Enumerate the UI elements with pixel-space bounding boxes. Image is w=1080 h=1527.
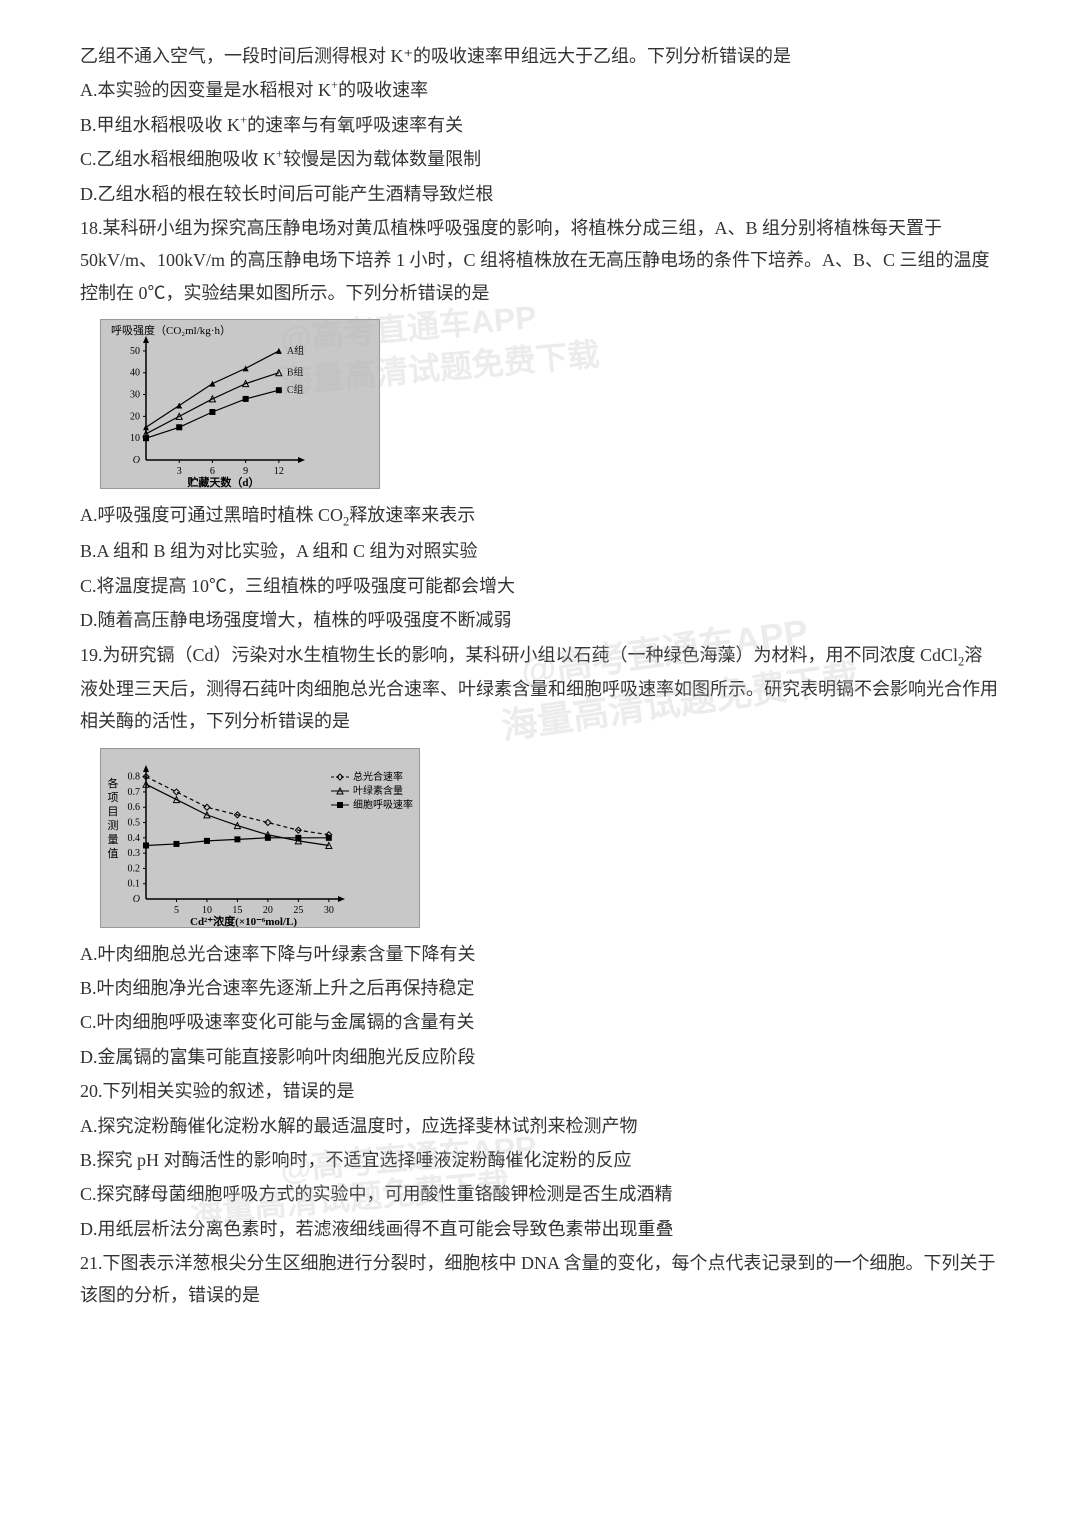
svg-text:20: 20 — [263, 905, 273, 916]
svg-text:0.1: 0.1 — [128, 878, 141, 889]
svg-text:C组: C组 — [287, 383, 304, 396]
svg-text:值: 值 — [108, 847, 119, 860]
opt-17a-post: 的吸收速率 — [338, 80, 428, 100]
svg-text:0.8: 0.8 — [128, 771, 141, 782]
svg-text:A组: A组 — [287, 344, 304, 357]
opt-17c: C.乙组水稻根细胞吸收 K+较慢是因为载体数量限制 — [80, 143, 1000, 175]
opt-17b-post: 的速率与有氧呼吸速率有关 — [247, 115, 463, 135]
svg-text:30: 30 — [324, 905, 334, 916]
opt-18b: B.A 组和 B 组为对比实验，A 组和 C 组为对照实验 — [80, 535, 1000, 567]
svg-text:呼吸强度（CO₂ml/kg·h）: 呼吸强度（CO₂ml/kg·h） — [111, 323, 231, 337]
svg-text:9: 9 — [243, 466, 248, 477]
opt-17b-pre: B.甲组水稻根吸收 K — [80, 115, 240, 135]
svg-text:细胞呼吸速率: 细胞呼吸速率 — [353, 798, 413, 811]
opt-17d: D.乙组水稻的根在较长时间后可能产生酒精导致烂根 — [80, 178, 1000, 210]
opt-17b: B.甲组水稻根吸收 K+的速率与有氧呼吸速率有关 — [80, 109, 1000, 141]
opt-19c: C.叶肉细胞呼吸速率变化可能与金属镉的含量有关 — [80, 1006, 1000, 1038]
opt-18a: A.呼吸强度可通过黑暗时植株 CO2释放速率来表示 — [80, 499, 1000, 533]
svg-text:12: 12 — [274, 466, 284, 477]
svg-text:贮藏天数（d）: 贮藏天数（d） — [186, 475, 259, 489]
opt-20a: A.探究淀粉酶催化淀粉水解的最适温度时，应选择斐林试剂来检测产物 — [80, 1110, 1000, 1142]
svg-text:15: 15 — [232, 905, 242, 916]
svg-text:O: O — [133, 455, 140, 466]
svg-text:0.3: 0.3 — [128, 848, 141, 859]
opt-17c-post: 较慢是因为载体数量限制 — [283, 149, 481, 169]
svg-text:总光合速率: 总光合速率 — [353, 770, 403, 783]
svg-text:量: 量 — [108, 833, 119, 846]
opt-17a: A.本实验的因变量是水稻根对 K+的吸收速率 — [80, 74, 1000, 106]
opt-19a: A.叶肉细胞总光合速率下降与叶绿素含量下降有关 — [80, 938, 1000, 970]
q19-stem: 19.为研究镉（Cd）污染对水生植物生长的影响，某科研小组以石莼（一种绿色海藻）… — [80, 639, 1000, 738]
svg-text:5: 5 — [174, 905, 179, 916]
svg-text:各: 各 — [108, 776, 119, 790]
svg-text:B组: B组 — [287, 366, 304, 379]
svg-text:0.4: 0.4 — [128, 832, 141, 843]
chart-q19: 5 10 15 20 25 30 0.1 0.2 0.3 0.4 0.5 0.6 0.7 0.8 O Cd²⁺… — [100, 748, 420, 928]
svg-text:0.2: 0.2 — [128, 863, 141, 874]
svg-text:项: 项 — [108, 791, 119, 804]
svg-text:6: 6 — [210, 466, 215, 477]
opt-18d: D.随着高压静电场强度增大，植株的呼吸强度不断减弱 — [80, 604, 1000, 636]
svg-text:10: 10 — [130, 433, 140, 444]
svg-text:30: 30 — [130, 390, 140, 401]
svg-text:10: 10 — [202, 905, 212, 916]
opt-19d: D.金属镉的富集可能直接影响叶肉细胞光反应阶段 — [80, 1041, 1000, 1073]
svg-text:目: 目 — [108, 806, 119, 818]
q20-stem: 20.下列相关实验的叙述，错误的是 — [80, 1075, 1000, 1107]
svg-text:3: 3 — [177, 466, 182, 477]
opt-18a-pre: A.呼吸强度可通过黑暗时植株 CO — [80, 505, 343, 525]
opt-19b: B.叶肉细胞净光合速率先逐渐上升之后再保持稳定 — [80, 972, 1000, 1004]
opt-20d: D.用纸层析法分离色素时，若滤液细线画得不直可能会导致色素带出现重叠 — [80, 1213, 1000, 1245]
svg-text:Cd²⁺浓度(×10⁻⁶mol/L): Cd²⁺浓度(×10⁻⁶mol/L) — [190, 914, 297, 928]
svg-text:40: 40 — [130, 368, 140, 379]
svg-text:测: 测 — [108, 819, 119, 832]
svg-text:0.5: 0.5 — [128, 817, 141, 828]
svg-text:50: 50 — [130, 346, 140, 357]
opt-20c: C.探究酵母菌细胞呼吸方式的实验中，可用酸性重铬酸钾检测是否生成酒精 — [80, 1178, 1000, 1210]
svg-text:20: 20 — [130, 411, 140, 422]
opt-17c-pre: C.乙组水稻根细胞吸收 K — [80, 149, 276, 169]
q21-stem: 21.下图表示洋葱根尖分生区细胞进行分裂时，细胞核中 DNA 含量的变化，每个点… — [80, 1247, 1000, 1312]
svg-text:25: 25 — [293, 905, 303, 916]
opt-18a-post: 释放速率来表示 — [349, 505, 475, 525]
line-context: 乙组不通入空气，一段时间后测得根对 K⁺的吸收速率甲组远大于乙组。下列分析错误的… — [80, 40, 1000, 72]
svg-text:0.7: 0.7 — [128, 787, 141, 798]
svg-text:叶绿素含量: 叶绿素含量 — [353, 784, 403, 797]
q19-pre: 19.为研究镉（Cd）污染对水生植物生长的影响，某科研小组以石莼（一种绿色海藻）… — [80, 645, 958, 665]
opt-18c: C.将温度提高 10℃，三组植株的呼吸强度可能都会增大 — [80, 570, 1000, 602]
opt-20b: B.探究 pH 对酶活性的影响时，不适宜选择唾液淀粉酶催化淀粉的反应 — [80, 1144, 1000, 1176]
svg-text:0.6: 0.6 — [128, 802, 141, 813]
q18-stem: 18.某科研小组为探究高压静电场对黄瓜植株呼吸强度的影响，将植株分成三组，A、B… — [80, 212, 1000, 309]
svg-text:O: O — [133, 894, 140, 905]
chart-q18: 3 6 9 12 10 20 30 40 50 O 呼吸强度（CO₂ml/kg·h） 贮藏天数（d） A… — [100, 319, 380, 489]
opt-17a-pre: A.本实验的因变量是水稻根对 K — [80, 80, 331, 100]
